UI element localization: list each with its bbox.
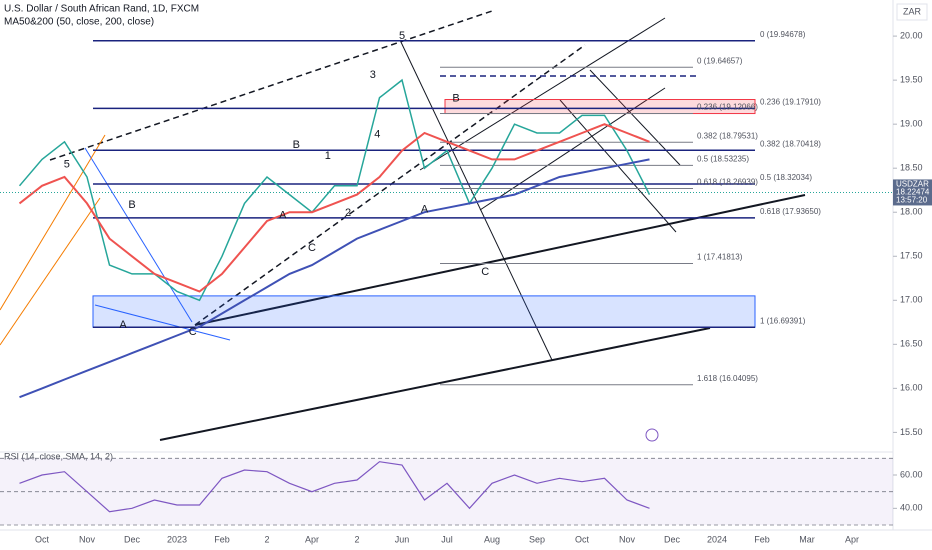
wave-label: 3 <box>370 69 376 81</box>
wave-label: B <box>293 139 300 151</box>
icon[interactable] <box>645 428 659 442</box>
wave-label: B <box>452 93 459 105</box>
price-tag <box>893 179 932 206</box>
fib-label: 0.382 (18.79531) <box>697 131 758 140</box>
x-tick-label: 2 <box>354 534 359 544</box>
fib-label: 1 (17.41813) <box>697 253 743 262</box>
series-line <box>18 123 650 293</box>
y-tick-label: 16.50 <box>900 339 923 349</box>
wave-label: A <box>421 203 429 215</box>
y-tick-label: 18.00 <box>900 207 923 217</box>
x-tick-label: Oct <box>35 534 50 544</box>
x-tick-label: 2 <box>264 534 269 544</box>
fib-label: 0.236 (19.17910) <box>760 98 821 107</box>
currency: ZAR <box>903 6 922 16</box>
y-tick-label: 17.50 <box>900 251 923 261</box>
y-tick-label: 16.00 <box>900 383 923 393</box>
x-tick-label: Aug <box>484 534 500 544</box>
fib-label: 0.382 (18.70418) <box>760 139 821 148</box>
x-tick-label: Feb <box>214 534 230 544</box>
y-tick-label: 18.50 <box>900 163 923 173</box>
rsi-title: RSI (14, close, SMA, 14, 2) <box>4 451 113 461</box>
currency-box[interactable] <box>896 3 928 21</box>
y-tick-label: 19.00 <box>900 119 923 129</box>
y-tick-label: 40.00 <box>900 503 923 513</box>
trendline <box>49 9 496 161</box>
y-tick-label: 15.50 <box>900 427 923 437</box>
channel-line <box>589 69 681 166</box>
wave-label: C <box>308 242 316 254</box>
x-tick-label: Dec <box>124 534 141 544</box>
wave-label: A <box>119 319 127 331</box>
x-tick-label: Feb <box>754 534 770 544</box>
trendline <box>194 44 586 326</box>
trendline <box>159 327 711 441</box>
series-line <box>19 158 650 399</box>
y-tick-label: 60.00 <box>900 469 923 479</box>
wave-label: C <box>481 266 489 278</box>
x-tick-label: Sep <box>529 534 545 544</box>
price-label: 18.22474 <box>896 188 930 197</box>
wave-label: 5 <box>64 159 70 171</box>
channel-line <box>399 39 553 361</box>
fib-label: 0.618 (18.26939) <box>697 178 758 187</box>
fib-label: 0.5 (18.53235) <box>697 154 749 163</box>
fib-label: 0.5 (18.32034) <box>760 173 812 182</box>
fib-label: 0.618 (17.93650) <box>760 207 821 216</box>
y-tick-label: 17.00 <box>900 295 923 305</box>
fib-label: 0 (19.64657) <box>697 56 743 65</box>
y-tick-label: 20.00 <box>900 30 923 40</box>
wave-label: 2 <box>345 207 351 219</box>
fib-label: 1.618 (16.04095) <box>697 374 758 383</box>
x-tick-label: Jul <box>441 534 453 544</box>
symbol-label: USDZAR <box>896 180 929 189</box>
zone <box>92 295 756 328</box>
x-tick-label: Oct <box>575 534 590 544</box>
wave-label: A <box>279 210 287 222</box>
countdown: 13:57:20 <box>896 196 928 205</box>
trendline <box>194 194 806 326</box>
wave-line <box>94 304 231 341</box>
channel-line <box>419 17 666 171</box>
channel-line <box>0 134 106 311</box>
wave-label: B <box>128 199 135 211</box>
wave-label: C <box>189 326 197 338</box>
y-tick-label: 19.50 <box>900 75 923 85</box>
channel-line <box>0 197 101 346</box>
fib-label: 1 (16.69391) <box>760 316 806 325</box>
x-tick-label: Mar <box>799 534 815 544</box>
x-tick-label: Nov <box>79 534 96 544</box>
chart-title: U.S. Dollar / South African Rand, 1D, FX… <box>4 4 199 15</box>
x-tick-label: 2024 <box>707 534 727 544</box>
x-tick-label: Apr <box>845 534 859 544</box>
x-tick-label: 2023 <box>167 534 187 544</box>
wave-label: 4 <box>374 129 380 141</box>
x-tick-label: Dec <box>664 534 681 544</box>
x-tick-label: Apr <box>305 534 319 544</box>
x-tick-label: Jun <box>395 534 410 544</box>
wave-line <box>84 147 193 323</box>
series-line <box>18 78 651 302</box>
fib-label: 0 (19.94678) <box>760 30 806 39</box>
fib-label: 0.236 (19.12066) <box>697 103 758 112</box>
x-tick-label: Nov <box>619 534 636 544</box>
rsi-line <box>19 461 650 513</box>
wave-label: 5 <box>399 30 405 42</box>
wave-label: 1 <box>325 150 331 162</box>
indicator-title: MA50&200 (50, close, 200, close) <box>4 17 154 28</box>
